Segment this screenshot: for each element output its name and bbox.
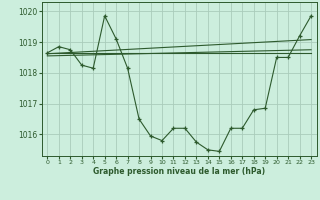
X-axis label: Graphe pression niveau de la mer (hPa): Graphe pression niveau de la mer (hPa) <box>93 167 265 176</box>
